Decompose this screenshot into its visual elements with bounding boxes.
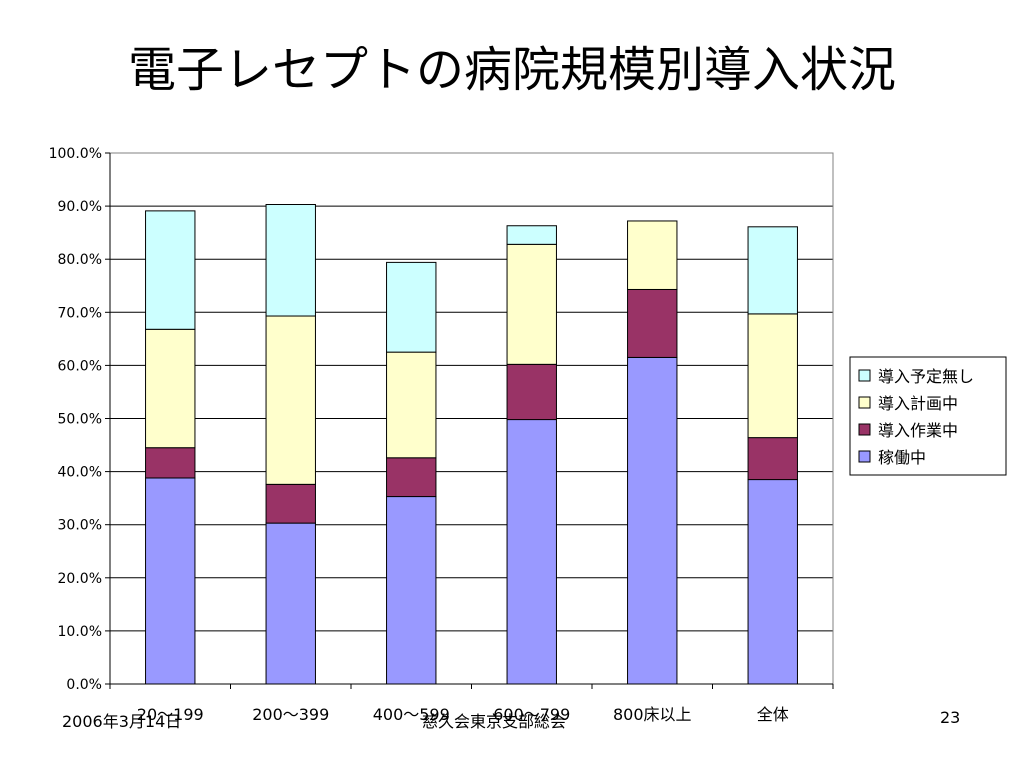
bar-segment bbox=[265, 522, 316, 685]
footer-date: 2006年3月14日 bbox=[62, 712, 182, 731]
bar-segment bbox=[747, 226, 798, 315]
bar-segment bbox=[386, 351, 437, 459]
bar-segment bbox=[145, 210, 196, 330]
legend-label: 稼働中 bbox=[878, 448, 926, 467]
legend-swatch bbox=[858, 369, 871, 382]
y-tick-label: 10.0% bbox=[58, 624, 102, 640]
x-tick-label: 400～599 bbox=[373, 705, 450, 724]
bar-segment bbox=[145, 328, 196, 449]
y-tick-label: 40.0% bbox=[58, 465, 102, 481]
y-tick-label: 90.0% bbox=[58, 199, 102, 215]
bar-segment bbox=[145, 447, 196, 479]
bar-segment bbox=[747, 479, 798, 685]
y-tick-label: 80.0% bbox=[58, 252, 102, 268]
bar-segment bbox=[506, 225, 557, 245]
bar-segment bbox=[627, 220, 678, 290]
bar-segment bbox=[386, 457, 437, 498]
legend-label: 導入計画中 bbox=[878, 394, 958, 413]
bar-segment bbox=[506, 363, 557, 421]
bar-segment bbox=[747, 437, 798, 481]
x-tick-label: 20～199 bbox=[137, 705, 204, 724]
legend-swatch bbox=[858, 450, 871, 463]
y-tick-label: 50.0% bbox=[58, 412, 102, 428]
y-tick-label: 60.0% bbox=[58, 358, 102, 374]
bar-segment bbox=[145, 477, 196, 685]
legend-label: 導入予定無し bbox=[878, 367, 974, 386]
bar-segment bbox=[506, 243, 557, 365]
legend-swatch bbox=[858, 423, 871, 436]
bar-segment bbox=[265, 204, 316, 317]
bar-segment bbox=[506, 419, 557, 685]
bars bbox=[145, 204, 798, 685]
legend-label: 導入作業中 bbox=[878, 421, 958, 440]
legend-box bbox=[849, 356, 1007, 476]
bar-segment bbox=[627, 356, 678, 685]
axes bbox=[105, 152, 834, 689]
y-tick-label: 100.0% bbox=[49, 146, 102, 162]
x-tick-label: 200～399 bbox=[252, 705, 329, 724]
footer-organization: 慈久会東京支部総会 bbox=[422, 712, 567, 731]
x-tick-label: 600～799 bbox=[493, 705, 570, 724]
y-tick-label: 20.0% bbox=[58, 571, 102, 587]
legend-swatch bbox=[858, 396, 871, 409]
x-tick-labels: 20～199 200～399 400～599 600～799 800床以上 全体 bbox=[137, 705, 789, 724]
y-tick-label: 30.0% bbox=[58, 518, 102, 534]
x-tick-label: 800床以上 bbox=[613, 705, 692, 724]
bar-segment bbox=[627, 288, 678, 358]
slide-title: 電子レセプトの病院規模別導入状況 bbox=[127, 42, 896, 98]
bar-segment bbox=[386, 496, 437, 685]
page-number: 23 bbox=[940, 708, 961, 727]
x-tick-label: 全体 bbox=[757, 705, 789, 724]
y-tick-label: 0.0% bbox=[66, 677, 102, 693]
y-tick-labels: 0.0% 10.0% 20.0% 30.0% 40.0% 50.0% 60.0% 70.0% 8… bbox=[49, 146, 102, 693]
bar-segment bbox=[265, 483, 316, 524]
gridlines bbox=[110, 152, 833, 632]
bar-segment bbox=[747, 313, 798, 439]
bar-segment bbox=[265, 315, 316, 485]
y-tick-label: 70.0% bbox=[58, 305, 102, 321]
bar-segment bbox=[386, 261, 437, 353]
